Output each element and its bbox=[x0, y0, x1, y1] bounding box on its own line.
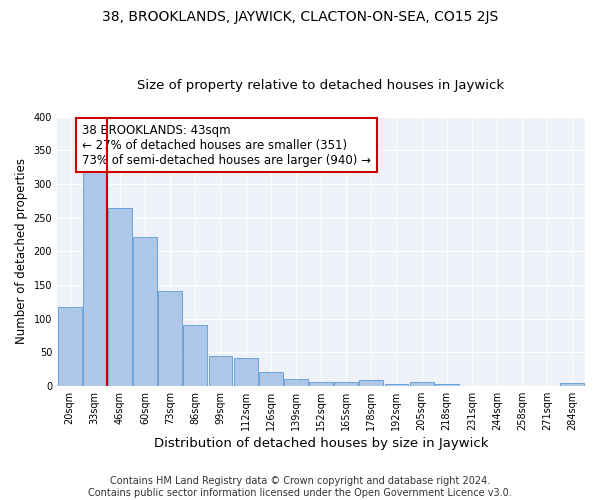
Bar bbox=[435, 384, 458, 386]
Text: 38 BROOKLANDS: 43sqm
← 27% of detached houses are smaller (351)
73% of semi-deta: 38 BROOKLANDS: 43sqm ← 27% of detached h… bbox=[82, 124, 371, 166]
Text: Contains HM Land Registry data © Crown copyright and database right 2024.
Contai: Contains HM Land Registry data © Crown c… bbox=[88, 476, 512, 498]
Bar bbox=[309, 382, 333, 386]
Bar bbox=[133, 237, 157, 386]
Bar bbox=[83, 164, 107, 386]
Bar bbox=[259, 372, 283, 386]
Bar bbox=[410, 382, 434, 386]
Bar bbox=[284, 379, 308, 386]
Bar bbox=[58, 307, 82, 386]
Bar bbox=[560, 383, 584, 386]
Bar bbox=[184, 326, 207, 386]
Y-axis label: Number of detached properties: Number of detached properties bbox=[15, 158, 28, 344]
Bar bbox=[108, 208, 132, 386]
Text: 38, BROOKLANDS, JAYWICK, CLACTON-ON-SEA, CO15 2JS: 38, BROOKLANDS, JAYWICK, CLACTON-ON-SEA,… bbox=[102, 10, 498, 24]
Bar bbox=[158, 291, 182, 386]
Bar bbox=[385, 384, 409, 386]
Title: Size of property relative to detached houses in Jaywick: Size of property relative to detached ho… bbox=[137, 79, 505, 92]
Bar bbox=[233, 358, 257, 386]
X-axis label: Distribution of detached houses by size in Jaywick: Distribution of detached houses by size … bbox=[154, 437, 488, 450]
Bar bbox=[209, 356, 232, 386]
Bar bbox=[359, 380, 383, 386]
Bar bbox=[334, 382, 358, 386]
